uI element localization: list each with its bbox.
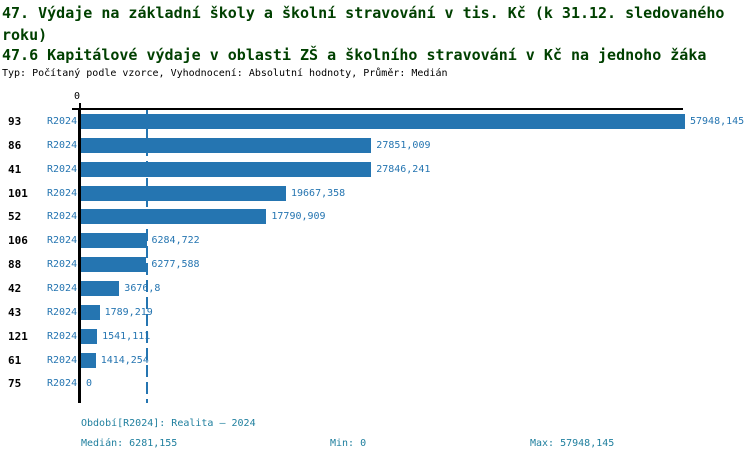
bar [81, 233, 147, 248]
row-series-label: R2024 [47, 378, 78, 389]
row-series-label: R2024 [47, 331, 78, 342]
bar [81, 329, 98, 344]
bar [81, 138, 372, 153]
bar-chart: 0 93 R2024 57948,145 86 R2024 27851,009 41 R202… [0, 88, 750, 408]
row-series-label: R2024 [47, 140, 78, 151]
row-category-label: 101 [8, 187, 28, 200]
bar [81, 209, 267, 224]
report-title: 47. Výdaje na základní školy a školní st… [2, 4, 725, 44]
bar [81, 114, 685, 129]
row-category-label: 121 [8, 330, 28, 343]
row-series-label: R2024 [47, 116, 78, 127]
bar [81, 162, 372, 177]
zero-tick-label: 0 [74, 91, 81, 102]
row-series-label: R2024 [47, 307, 78, 318]
bar-value-label: 1414,254 [100, 355, 149, 366]
bar [81, 186, 286, 201]
median-line [145, 110, 148, 403]
bar-value-label: 27851,009 [376, 140, 431, 151]
row-category-label: 88 [8, 258, 22, 271]
bar-value-label: 17790,909 [271, 211, 326, 222]
bar [81, 353, 96, 368]
row-category-label: 93 [8, 115, 22, 128]
bar-value-label: 19667,358 [291, 188, 346, 199]
bar-value-label: 57948,145 [690, 116, 745, 127]
x-axis-line [72, 108, 683, 110]
row-series-label: R2024 [47, 188, 78, 199]
row-series-label: R2024 [47, 283, 78, 294]
footer-period-label: Období[R2024]: Realita – 2024 [81, 418, 256, 429]
bar [81, 281, 120, 296]
row-series-label: R2024 [47, 164, 78, 175]
bar-value-label: 6277,588 [151, 259, 200, 270]
row-category-label: 43 [8, 306, 22, 319]
row-series-label: R2024 [47, 211, 78, 222]
footer-min-label: Min: 0 [330, 438, 367, 449]
bar-value-label: 0 [86, 378, 93, 389]
row-category-label: 52 [8, 210, 22, 223]
report-meta-line: Typ: Počítaný podle vzorce, Vyhodnocení:… [2, 68, 448, 79]
row-series-label: R2024 [47, 235, 78, 246]
zero-tick [79, 103, 81, 114]
y-axis-line [78, 108, 81, 403]
row-category-label: 42 [8, 282, 22, 295]
report-subtitle: 47.6 Kapitálové výdaje v oblasti ZŠ a šk… [2, 46, 707, 64]
bar-value-label: 6284,722 [151, 235, 200, 246]
bar-value-label: 1541,111 [102, 331, 151, 342]
row-category-label: 61 [8, 354, 22, 367]
footer-median-label: Medián: 6281,155 [81, 438, 178, 449]
bar [81, 257, 147, 272]
row-category-label: 41 [8, 163, 22, 176]
bar [81, 305, 100, 320]
bar-value-label: 3676,8 [124, 283, 161, 294]
row-category-label: 106 [8, 234, 28, 247]
footer-max-label: Max: 57948,145 [530, 438, 615, 449]
row-category-label: 86 [8, 139, 22, 152]
bar-value-label: 27846,241 [376, 164, 431, 175]
row-category-label: 75 [8, 377, 22, 390]
bar-value-label: 1789,219 [104, 307, 153, 318]
row-series-label: R2024 [47, 259, 78, 270]
row-series-label: R2024 [47, 355, 78, 366]
